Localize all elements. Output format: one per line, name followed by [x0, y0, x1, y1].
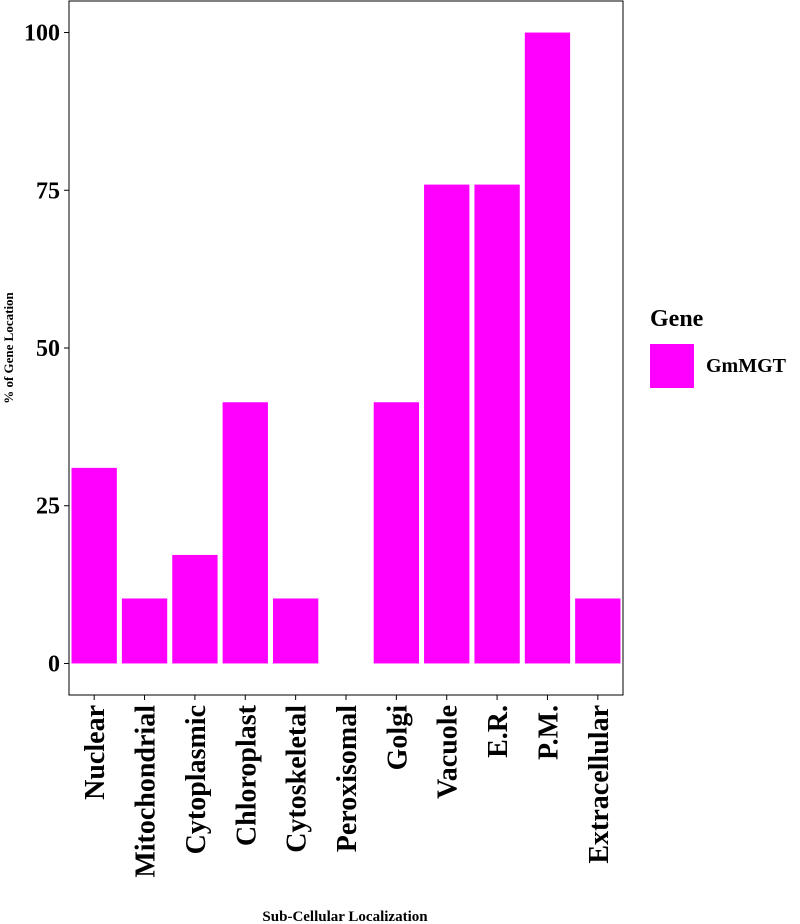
bar-cytoskeletal	[272, 598, 319, 664]
x-axis: Nuclear Mitochondrial Cytoplasmic Chloropla…	[80, 695, 615, 878]
x-tick-label: Extracellular	[584, 705, 615, 864]
x-tick-label: Chloroplast	[231, 704, 262, 846]
legend-title: Gene	[650, 306, 704, 332]
bar-e-r	[474, 184, 520, 664]
y-tick-label: 75	[36, 178, 60, 204]
bar-cytoplasmic	[172, 554, 218, 664]
legend-label: GmMGT	[706, 354, 786, 377]
legend-swatch	[650, 344, 694, 388]
bar-chloroplast	[222, 402, 268, 664]
legend-item: GmMGT	[650, 344, 786, 388]
x-tick-label: Nuclear	[80, 705, 111, 800]
y-tick-label: 0	[48, 651, 60, 677]
y-tick-label: 100	[24, 21, 60, 47]
x-tick-label: P.M.	[534, 705, 565, 760]
x-axis-label: Sub-Cellular Localization	[262, 909, 428, 924]
bar-p-m	[524, 32, 571, 664]
y-axis: 0 25 50 75 100	[24, 21, 69, 677]
y-tick-label: 25	[36, 494, 60, 520]
bar-mitochondrial	[121, 598, 168, 664]
x-tick-label: E.R.	[483, 705, 514, 758]
x-tick-label: Vacuole	[433, 705, 464, 799]
bar-nuclear	[71, 467, 117, 664]
legend: Gene GmMGT	[650, 306, 786, 388]
x-tick-label: Peroxisomal	[332, 705, 363, 852]
bar-extracellular	[575, 598, 621, 664]
x-tick-label: Mitochondrial	[131, 705, 162, 878]
x-tick-label: Cytoskeletal	[282, 705, 313, 853]
y-tick-label: 50	[36, 336, 60, 362]
y-axis-label: % of Gene Location	[1, 291, 16, 403]
x-tick-label: Golgi	[382, 705, 413, 771]
x-tick-label: Cytoplasmic	[181, 705, 212, 854]
bar-golgi	[373, 402, 420, 664]
bars	[71, 32, 621, 664]
bar-vacuole	[424, 184, 470, 664]
